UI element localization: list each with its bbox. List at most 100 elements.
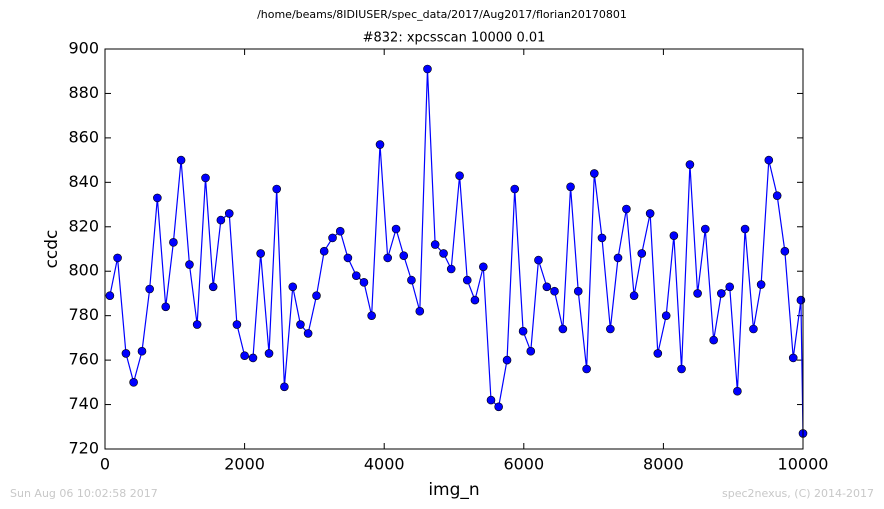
- data-point: [121, 349, 131, 358]
- data-point: [740, 224, 750, 234]
- x-tick-label: 4000: [364, 455, 405, 474]
- data-point: [709, 335, 718, 345]
- data-point: [629, 291, 639, 300]
- data-point: [185, 260, 194, 269]
- data-point: [518, 326, 528, 336]
- footer-right: spec2nexus, (C) 2014-2017: [722, 487, 874, 500]
- y-axis-label: ccdc: [42, 230, 62, 269]
- data-line: [109, 68, 804, 434]
- y-tick-label: 780: [68, 305, 99, 324]
- data-point: [256, 249, 265, 258]
- data-point: [597, 233, 607, 243]
- data-point: [685, 160, 695, 169]
- data-point: [201, 173, 210, 183]
- data-point: [415, 306, 425, 316]
- data-point: [280, 382, 289, 392]
- footer-left: Sun Aug 06 10:02:58 2017: [10, 487, 158, 500]
- data-point: [248, 353, 258, 363]
- data-point: [700, 224, 710, 234]
- data-point: [693, 289, 702, 298]
- data-point: [129, 378, 138, 387]
- y-tick-label: 860: [68, 127, 99, 146]
- data-point: [303, 329, 313, 338]
- data-point: [216, 215, 226, 225]
- data-point: [510, 184, 520, 194]
- data-point: [375, 140, 385, 149]
- data-point: [677, 364, 686, 374]
- data-point: [606, 324, 615, 334]
- data-point: [502, 355, 512, 365]
- y-tick-label: 820: [68, 216, 99, 235]
- data-point: [224, 209, 234, 218]
- data-point: [788, 353, 798, 363]
- data-point: [462, 275, 472, 285]
- data-point: [725, 282, 735, 292]
- data-point: [772, 191, 782, 200]
- data-point: [446, 264, 456, 274]
- x-tick-label: 2000: [224, 455, 265, 474]
- data-point: [423, 64, 432, 74]
- y-tick-label: 880: [68, 83, 99, 102]
- x-tick-label: 10000: [778, 455, 829, 474]
- data-point: [494, 402, 503, 412]
- data-point: [717, 289, 726, 298]
- y-tick-label: 900: [68, 39, 99, 58]
- data-point: [407, 275, 416, 285]
- data-point: [613, 253, 623, 263]
- data-point: [192, 320, 202, 329]
- data-point: [161, 302, 171, 312]
- y-tick-label: 840: [68, 172, 99, 191]
- data-point: [296, 320, 305, 329]
- data-point: [645, 209, 655, 218]
- data-point: [589, 169, 599, 178]
- data-point: [288, 282, 298, 292]
- chart-subtitle: #832: xpcsscan 10000 0.01: [363, 31, 546, 46]
- data-point: [153, 193, 162, 203]
- data-point: [669, 231, 679, 240]
- x-tick-label: 6000: [503, 455, 544, 474]
- data-point: [312, 291, 321, 300]
- data-point: [145, 284, 154, 294]
- plot-frame: [104, 48, 804, 450]
- data-point: [780, 246, 790, 256]
- data-point: [573, 286, 583, 296]
- data-point: [113, 253, 122, 263]
- data-point: [232, 320, 242, 329]
- data-point: [367, 311, 376, 320]
- data-point: [319, 246, 329, 256]
- data-point: [558, 324, 568, 334]
- data-point: [264, 349, 274, 358]
- data-point: [796, 295, 806, 305]
- data-point: [176, 155, 186, 165]
- data-point: [534, 255, 543, 265]
- data-point: [383, 253, 392, 263]
- data-point: [328, 233, 337, 243]
- x-tick-label: 8000: [643, 455, 684, 474]
- data-point: [479, 262, 488, 272]
- data-point: [470, 295, 480, 305]
- data-point: [486, 395, 496, 405]
- data-point: [351, 271, 361, 280]
- y-tick-label: 760: [68, 350, 99, 369]
- data-point: [749, 324, 758, 334]
- y-tick-label: 800: [68, 261, 99, 280]
- data-point: [359, 278, 369, 287]
- data-point: [343, 253, 353, 263]
- data-point: [653, 349, 663, 358]
- data-point: [582, 364, 591, 374]
- chart-title: /home/beams/8IDIUSER/spec_data/2017/Aug2…: [257, 8, 627, 21]
- data-point: [430, 240, 440, 249]
- data-point: [764, 155, 774, 165]
- data-point: [208, 282, 218, 292]
- data-point: [542, 282, 552, 292]
- data-point: [391, 224, 401, 234]
- data-point: [637, 249, 647, 258]
- y-tick-label: 740: [68, 394, 99, 413]
- data-point: [399, 251, 409, 260]
- data-point: [335, 226, 345, 236]
- x-axis-label: img_n: [428, 480, 479, 500]
- data-point: [455, 171, 464, 180]
- x-tick-label: 0: [100, 455, 110, 474]
- data-point: [137, 346, 147, 356]
